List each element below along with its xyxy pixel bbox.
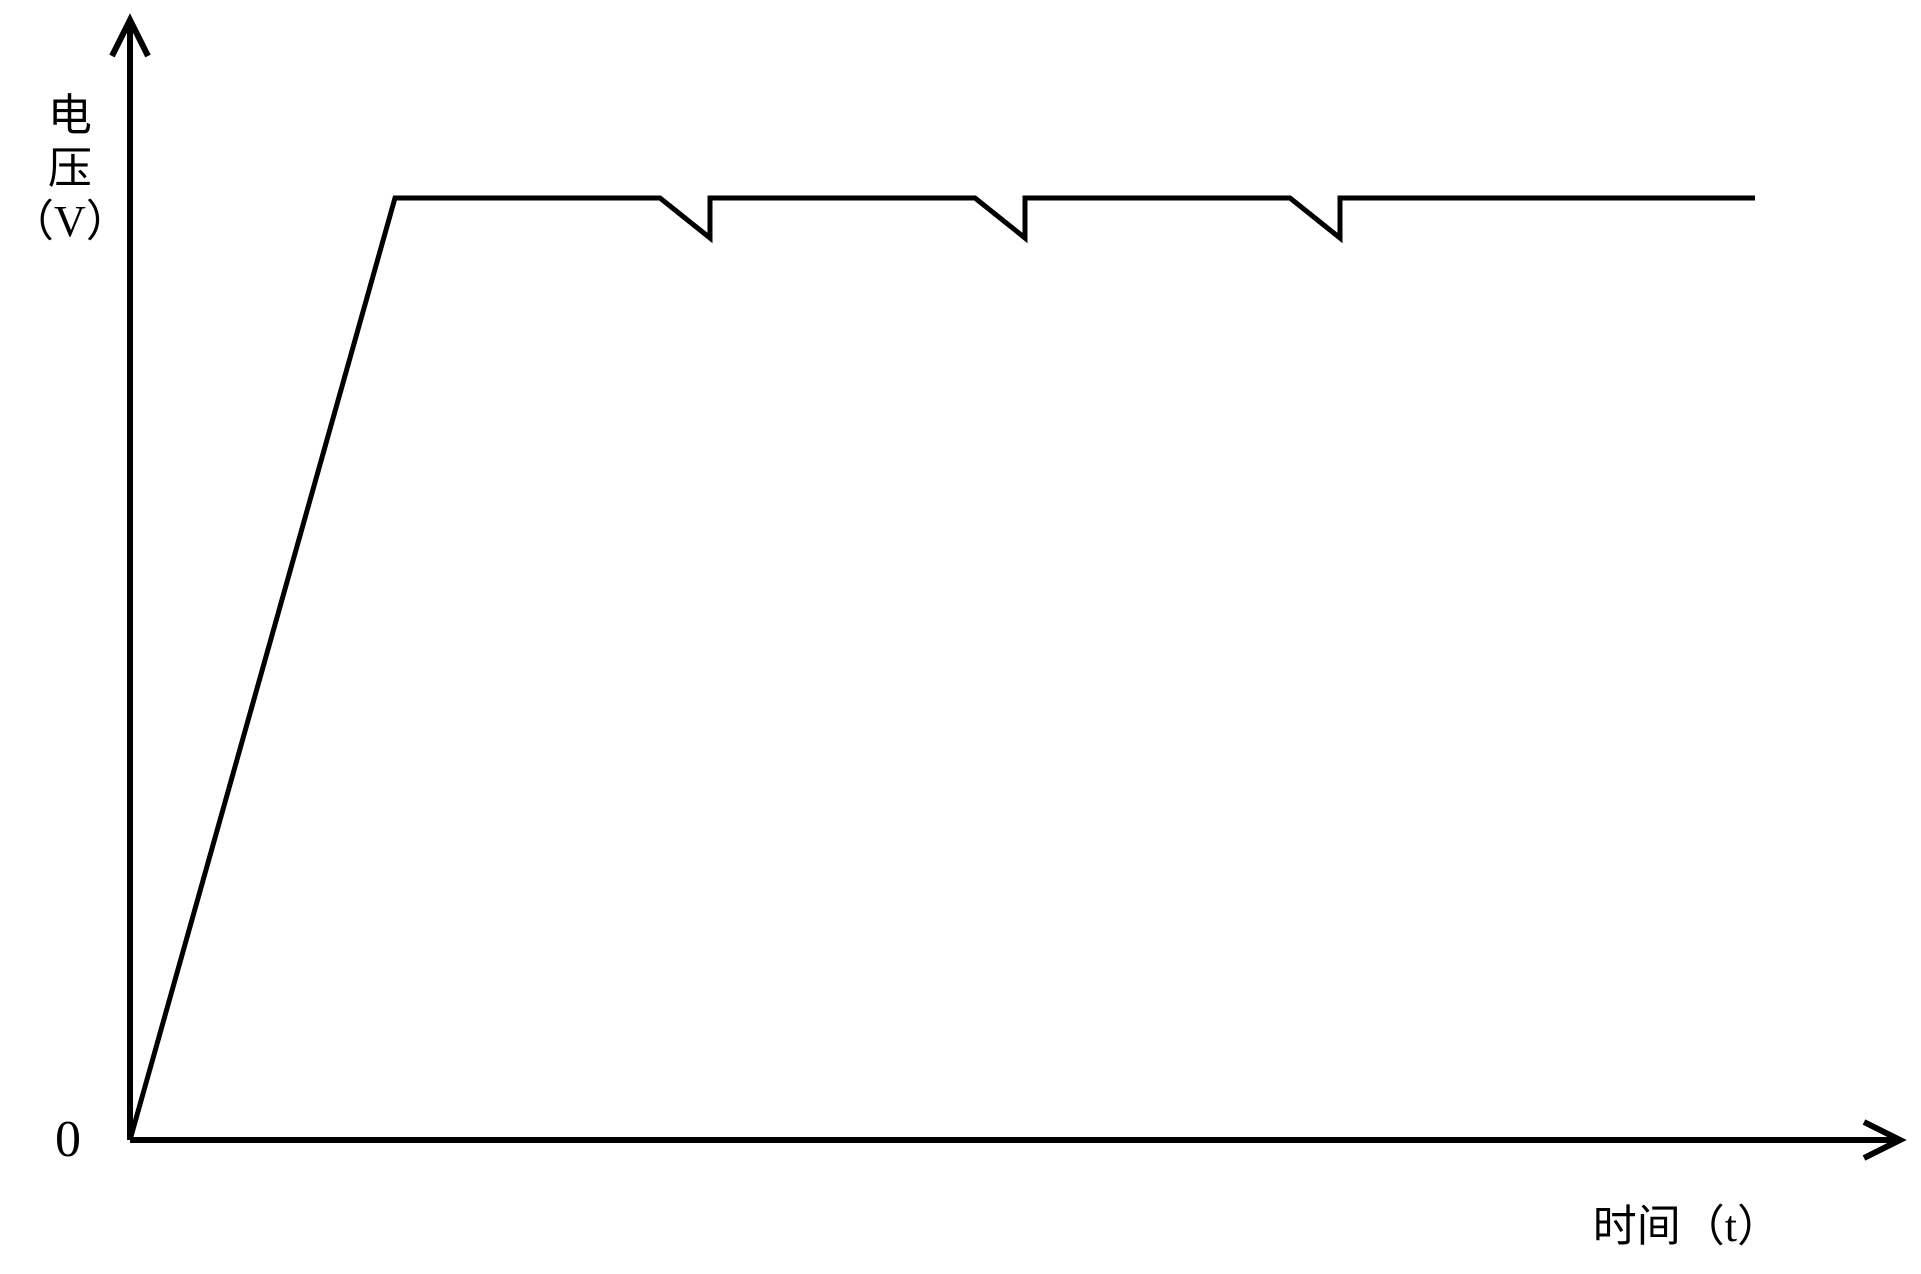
y-axis-label: 电 压 （V） bbox=[10, 90, 130, 248]
origin-label: 0 bbox=[55, 1110, 81, 1169]
y-axis-label-line3: （V） bbox=[10, 196, 130, 249]
voltage-time-chart: 电 压 （V） 时间（t） 0 bbox=[0, 0, 1921, 1274]
x-axis-label: 时间（t） bbox=[1593, 1190, 1781, 1254]
chart-svg bbox=[0, 0, 1921, 1274]
y-axis-label-line2: 压 bbox=[10, 143, 130, 196]
y-axis-label-line1: 电 bbox=[10, 90, 130, 143]
